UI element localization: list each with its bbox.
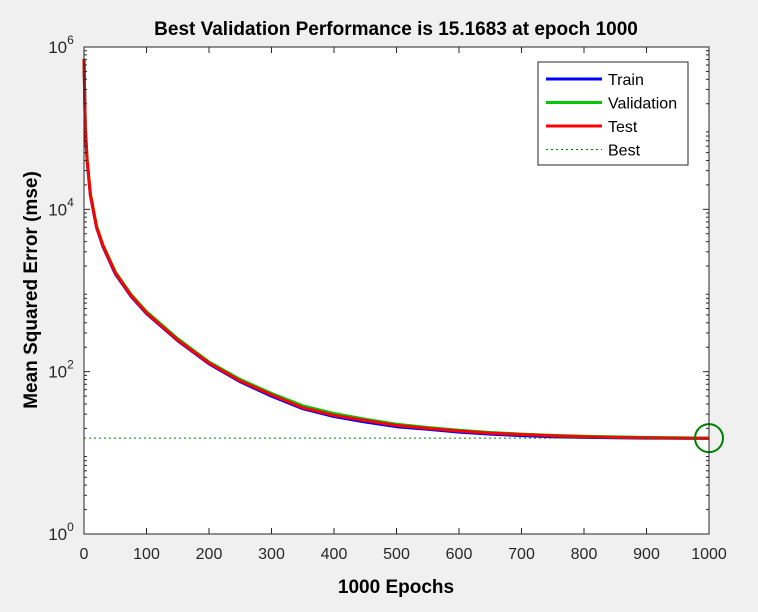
x-tick-label: 400	[321, 546, 348, 563]
y-tick-label: 104	[48, 195, 74, 219]
x-tick-label: 500	[383, 546, 410, 563]
x-tick-label: 0	[80, 546, 89, 563]
x-tick-label: 1000	[691, 546, 727, 563]
x-tick-label: 600	[446, 546, 473, 563]
x-tick-label: 100	[133, 546, 160, 563]
chart-title: Best Validation Performance is 15.1683 a…	[154, 19, 638, 40]
legend: Train Validation Test Best	[537, 61, 689, 166]
y-tick-label: 106	[48, 33, 74, 57]
x-tick-label: 800	[571, 546, 598, 563]
x-axis-label: 1000 Epochs	[338, 577, 454, 598]
legend-label-validation: Validation	[608, 96, 677, 113]
legend-label-best: Best	[608, 143, 641, 160]
x-tick-label: 700	[508, 546, 535, 563]
legend-label-test: Test	[608, 119, 638, 136]
x-tick-label: 300	[258, 546, 285, 563]
x-tick-label: 200	[196, 546, 223, 563]
y-tick-label: 100	[48, 520, 74, 544]
y-tick-label: 102	[48, 358, 74, 382]
y-axis-label: Mean Squared Error (mse)	[21, 171, 42, 409]
x-tick-label: 900	[633, 546, 660, 563]
legend-label-train: Train	[608, 72, 644, 89]
series-line-test	[82, 59, 710, 440]
y-axis-ticks: 100 102 104 106	[48, 33, 709, 544]
x-axis-ticks: 0 100 200 300 400 500 600 700 800 900 1000	[80, 47, 727, 563]
